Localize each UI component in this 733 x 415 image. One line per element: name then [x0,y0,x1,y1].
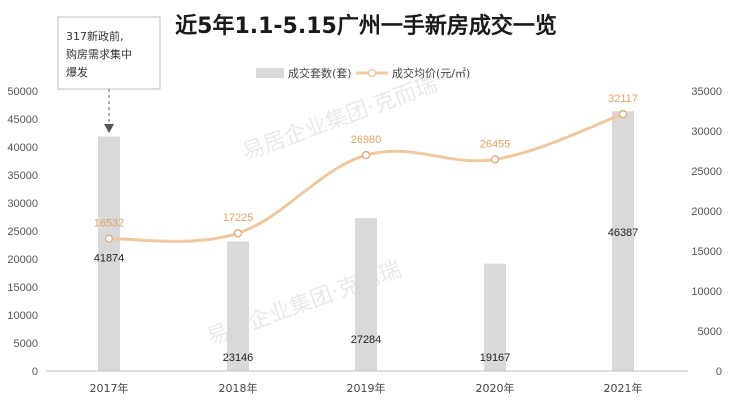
right-tick-label: 30000 [691,126,722,138]
line-point [233,228,243,238]
right-tick-label: 35000 [691,86,722,98]
line-point [104,234,114,243]
right-tick-label: 25000 [691,166,722,178]
bar [355,218,377,371]
legend-bar-label: 成交套数(套) [288,66,352,80]
legend-line-marker [367,68,377,78]
x-axis-labels: 2017年 2018年 2019年 2020年 2021年 [90,381,643,395]
right-tick-label: 10000 [691,286,722,298]
line-point [618,109,628,119]
line-value-label: 26455 [480,138,511,150]
bar-value-label: 19167 [480,352,511,364]
left-tick-label: 40000 [7,142,38,154]
category-label: 2020年 [476,381,515,395]
line-point [490,155,500,164]
left-tick-label: 10000 [7,310,38,322]
category-label: 2019年 [347,381,386,395]
bar-value-label: 41874 [94,253,125,265]
line-value-label: 17225 [223,212,254,224]
left-tick-label: 0 [32,366,38,378]
left-axis: 0 5000 10000 15000 20000 25000 30000 35000 40000… [7,86,38,378]
legend-line-label: 成交均价(元/㎡) [392,66,470,80]
right-tick-label: 5000 [698,326,722,338]
right-tick-label: 0 [716,366,722,378]
category-label: 2018年 [219,381,258,395]
chart-title: 近5年1.1-5.15广州一手新房成交一览 [175,13,557,39]
line-series: 16532 17225 26980 26455 32117 [94,93,638,243]
legend-bar-swatch [256,68,284,78]
annotation-callout: 317新政前, 购房需求集中 爆发 [57,16,161,133]
bar-value-label: 23146 [223,352,254,364]
bar-series [98,111,634,372]
left-tick-label: 15000 [7,282,38,294]
right-tick-label: 20000 [691,206,722,218]
bar [98,136,120,371]
category-label: 2017年 [90,381,129,395]
right-tick-label: 15000 [691,246,722,258]
line-value-label: 32117 [608,93,638,105]
line-value-label: 16532 [94,218,125,230]
left-tick-label: 35000 [7,170,38,182]
left-tick-label: 25000 [7,226,38,238]
left-tick-label: 50000 [7,86,38,98]
line-value-label: 26980 [351,134,382,146]
category-label: 2021年 [604,381,643,395]
right-axis: 0 5000 10000 15000 20000 25000 30000 35000 [691,86,722,378]
legend: 成交套数(套) 成交均价(元/㎡) [256,66,470,80]
annotation-line-1: 317新政前, [66,29,124,43]
annotation-line-3: 爆发 [66,65,88,79]
left-tick-label: 5000 [14,338,38,350]
bar [484,263,506,371]
left-tick-label: 45000 [7,114,38,126]
annotation-line-2: 购房需求集中 [66,47,132,61]
bar-value-label: 27284 [351,334,382,346]
left-tick-label: 20000 [7,254,38,266]
left-tick-label: 30000 [7,198,38,210]
bar [227,241,249,371]
annotation-arrow-head [104,124,114,133]
bar-value-label: 46387 [608,227,639,239]
bar [612,111,634,372]
line-point [361,150,371,160]
annotation-box [57,16,161,90]
